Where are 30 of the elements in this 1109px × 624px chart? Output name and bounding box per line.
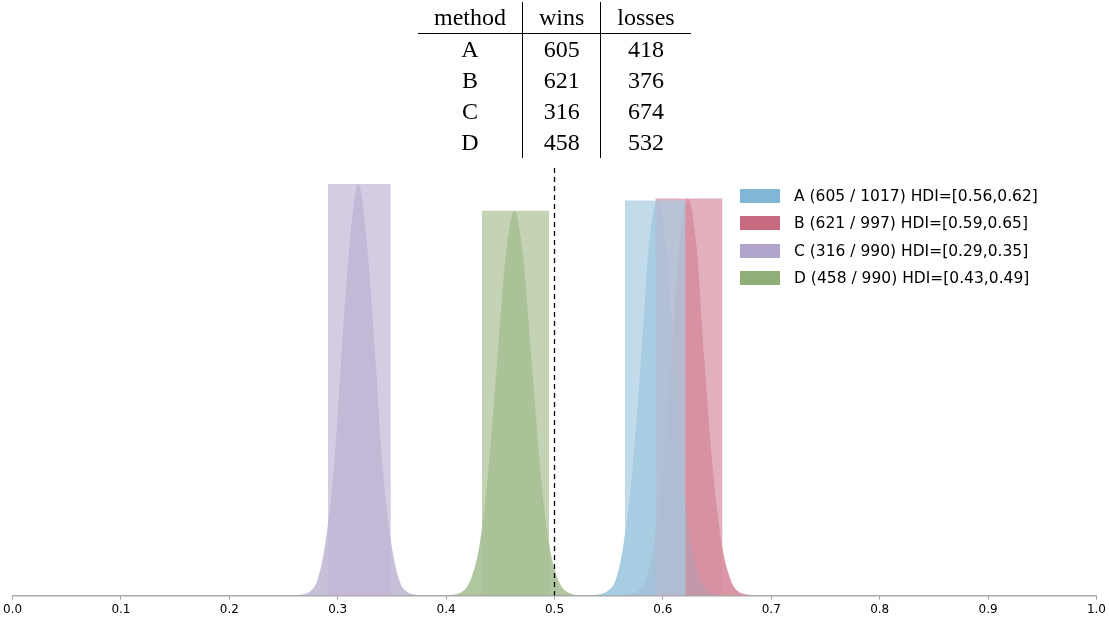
text: 458 <box>522 127 601 158</box>
text: 605 <box>522 33 601 65</box>
x-tick-label: 0.5 <box>544 601 565 616</box>
text: A <box>460 35 480 64</box>
text: 621 <box>522 65 601 96</box>
x-tick-label: 0.3 <box>328 601 348 616</box>
text: losses <box>600 2 691 34</box>
text: wins <box>522 2 601 34</box>
legend-label: C (316 / 990) HDI=[0.29,0.35] <box>794 241 1029 260</box>
legend-label: D (458 / 990) HDI=[0.43,0.49] <box>794 269 1030 288</box>
legend-label: A (605 / 1017) HDI=[0.56,0.62] <box>794 186 1038 205</box>
text: 376 <box>600 65 691 96</box>
legend-label: B (621 / 997) HDI=[0.59,0.65] <box>794 214 1029 233</box>
text: 532 <box>600 127 691 158</box>
text: B <box>461 66 479 95</box>
text: D <box>460 128 480 157</box>
text: 674 <box>600 96 691 127</box>
x-tick-label: 0.0 <box>3 601 23 616</box>
x-tick-label: 0.9 <box>978 601 998 616</box>
x-tick-label: 0.2 <box>219 601 239 616</box>
x-tick-label: 0.6 <box>653 601 673 616</box>
x-tick-label: 0.7 <box>761 601 781 616</box>
text: method <box>418 2 523 34</box>
x-tick-label: 0.4 <box>436 601 456 616</box>
x-tick-label: 0.8 <box>870 601 890 616</box>
text: 418 <box>600 33 691 65</box>
text: C <box>461 97 479 126</box>
x-tick-label: 0.1 <box>111 601 131 616</box>
x-tick-label: 1.0 <box>1086 601 1106 616</box>
text: 316 <box>522 96 601 127</box>
